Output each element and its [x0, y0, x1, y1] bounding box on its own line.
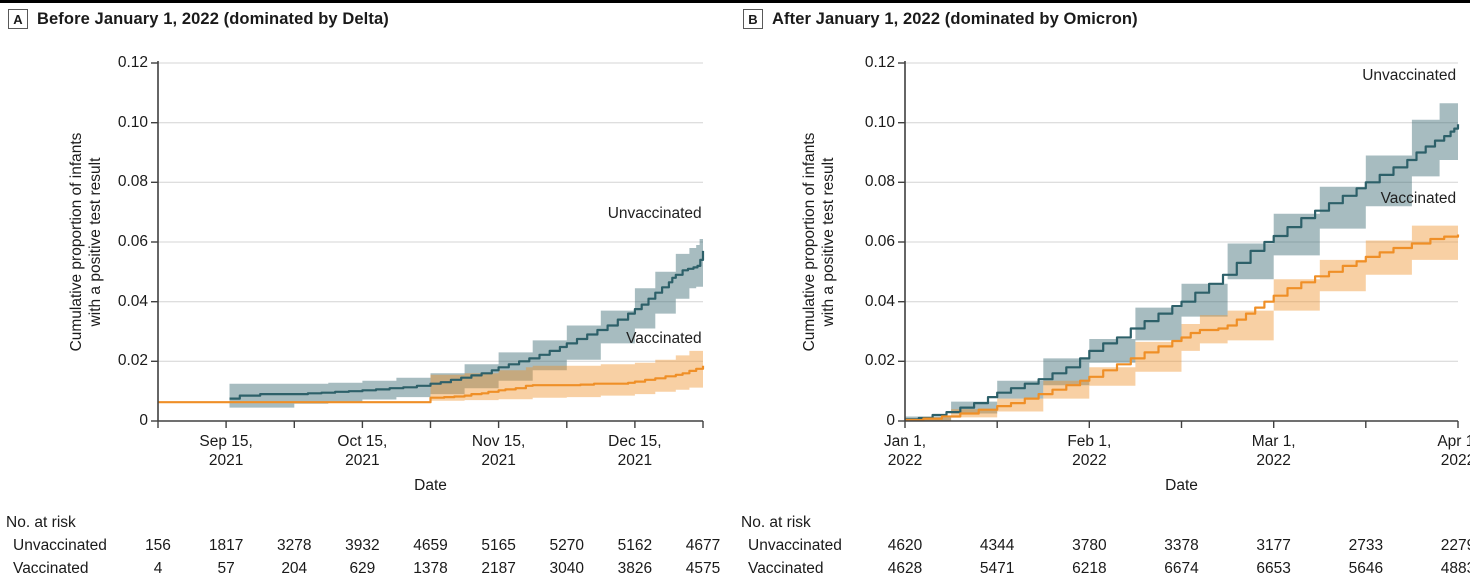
risk-value: 6218 — [1072, 560, 1107, 577]
risk-value: 3040 — [549, 560, 584, 577]
panel-title: After January 1, 2022 (dominated by Omic… — [772, 9, 1138, 28]
y-tick-label: 0.04 — [864, 292, 895, 310]
risk-table-heading: No. at risk — [6, 514, 76, 531]
risk-value: 1378 — [413, 560, 448, 577]
risk-value: 2733 — [1348, 537, 1384, 554]
panel-a-header: A Before January 1, 2022 (dominated by D… — [8, 9, 389, 29]
risk-row-label-unvaccinated: Unvaccinated — [13, 537, 107, 554]
x-tick-label: Apr 1, 2022 — [1437, 433, 1470, 469]
x-tick-label: Feb 1, 2022 — [1067, 433, 1112, 469]
y-tick-label: 0.08 — [117, 173, 148, 191]
risk-value: 3378 — [1164, 537, 1199, 554]
x-tick-label: Mar 1, 2022 — [1251, 433, 1296, 469]
series-label-unvaccinated: Unvaccinated — [607, 204, 702, 222]
top-border-rule — [0, 0, 1470, 3]
risk-value: 3780 — [1072, 537, 1107, 554]
risk-row-label-unvaccinated: Unvaccinated — [748, 537, 842, 554]
risk-value: 4659 — [413, 537, 448, 554]
risk-value: 4620 — [887, 537, 923, 554]
curve-unvaccinated — [905, 124, 1460, 421]
y-tick-label: 0.08 — [864, 173, 895, 191]
x-axis-title: Date — [1165, 477, 1198, 494]
series-label-vaccinated: Vaccinated — [626, 329, 702, 347]
y-axis-title: Cumulative proportion of infants with a … — [800, 133, 838, 352]
risk-value: 4 — [153, 560, 163, 577]
risk-row-label-vaccinated: Vaccinated — [748, 560, 824, 577]
y-tick-label: 0.10 — [117, 113, 148, 131]
x-tick-label: Nov 15, 2021 — [471, 433, 526, 469]
y-tick-label: 0.04 — [117, 292, 148, 310]
curve-vaccinated — [158, 365, 705, 404]
risk-value: 2187 — [481, 560, 516, 577]
risk-value: 4883 — [1440, 560, 1470, 577]
risk-value: 629 — [349, 560, 376, 577]
y-axis-title-line1: Cumulative proportion of infants — [801, 132, 818, 352]
risk-value: 4677 — [685, 537, 721, 554]
panel-title: Before January 1, 2022 (dominated by Del… — [37, 9, 389, 28]
y-tick-label: 0.12 — [864, 54, 895, 71]
risk-value: 5162 — [617, 537, 653, 554]
panel-letter-badge: B — [743, 9, 763, 29]
confidence-band-vaccinated — [430, 346, 703, 401]
chart-plot-area — [151, 61, 705, 428]
confidence-band-unvaccinated — [229, 227, 703, 408]
x-tick-label: Sep 15, 2021 — [199, 433, 253, 469]
risk-value: 5646 — [1348, 560, 1384, 577]
curve-vaccinated — [905, 234, 1460, 422]
risk-value: 5165 — [481, 537, 516, 554]
x-tick-label: Dec 15, 2021 — [608, 433, 662, 469]
risk-value: 156 — [145, 537, 171, 554]
y-tick-label: 0.02 — [117, 352, 148, 370]
series-label-vaccinated: Vaccinated — [1380, 189, 1457, 207]
x-axis-title: Date — [414, 477, 447, 494]
risk-value: 1817 — [208, 537, 244, 554]
curve-unvaccinated — [229, 250, 705, 400]
risk-row-label-vaccinated: Vaccinated — [13, 560, 89, 577]
y-axis-title-line1: Cumulative proportion of infants — [68, 132, 85, 352]
series-label-unvaccinated: Unvaccinated — [1362, 67, 1457, 85]
risk-value: 3932 — [345, 537, 380, 554]
panel-a: A Before January 1, 2022 (dominated by D… — [6, 9, 720, 577]
y-tick-label: 0.12 — [117, 54, 148, 71]
y-tick-label: 0.06 — [117, 233, 148, 250]
risk-value: 5471 — [979, 560, 1015, 577]
risk-value: 6674 — [1164, 560, 1199, 577]
y-tick-label: 0.10 — [864, 113, 895, 131]
risk-value: 6653 — [1256, 560, 1291, 577]
risk-value: 2279 — [1440, 537, 1470, 554]
risk-value: 57 — [217, 560, 235, 577]
risk-table-heading: No. at risk — [741, 514, 811, 531]
risk-value: 4344 — [979, 537, 1015, 554]
risk-value: 3278 — [277, 537, 312, 554]
risk-value: 204 — [281, 560, 308, 577]
panel-b-header: B After January 1, 2022 (dominated by Om… — [743, 9, 1138, 29]
risk-value: 4628 — [887, 560, 923, 577]
panel-letter-badge: A — [8, 9, 28, 29]
risk-value: 3826 — [617, 560, 653, 577]
x-tick-label: Jan 1, 2022 — [883, 433, 927, 469]
risk-value: 5270 — [549, 537, 584, 554]
y-tick-label: 0 — [886, 412, 895, 429]
chart-plot-area — [898, 61, 1460, 428]
risk-value: 4575 — [685, 560, 721, 577]
y-tick-label: 0.02 — [864, 352, 895, 370]
risk-value: 3177 — [1256, 537, 1291, 554]
y-tick-label: 0.06 — [864, 233, 895, 250]
y-tick-label: 0 — [139, 412, 148, 429]
x-tick-label: Oct 15, 2021 — [337, 433, 388, 469]
panel-b: B After January 1, 2022 (dominated by Om… — [735, 0, 1470, 580]
